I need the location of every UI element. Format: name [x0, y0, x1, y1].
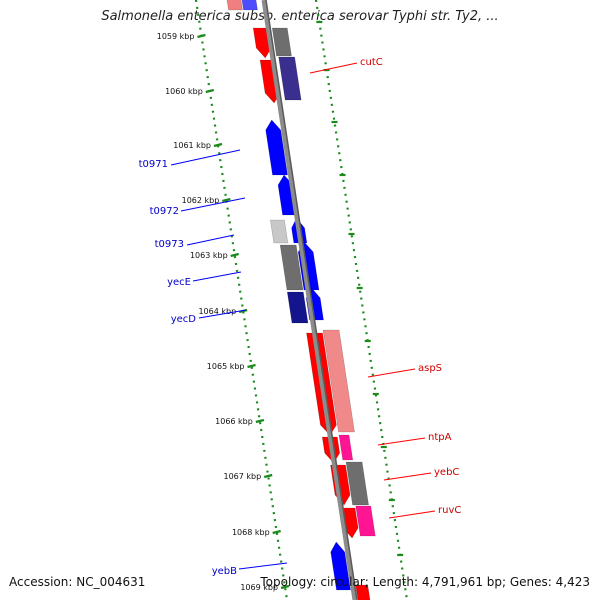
gene-t0971	[265, 119, 288, 176]
ruler-tick-label: 1061 kbp	[173, 141, 211, 150]
ruler-tick-mark	[205, 88, 215, 94]
ruler-tick-mark	[247, 363, 256, 369]
ruler-tick-label: 1063 kbp	[190, 251, 228, 260]
gene-label-yece: yecE	[167, 277, 191, 288]
gene-label-yebb: yebB	[212, 566, 237, 577]
ruler-tick-mark	[255, 418, 265, 424]
gene-label-connector	[198, 309, 247, 319]
gene-label-connector	[367, 368, 416, 378]
gene-label-connector	[309, 62, 358, 74]
ruler-tick-mark	[263, 473, 273, 479]
feature-ruvc-pink	[355, 505, 376, 537]
gene-label-connector	[186, 234, 235, 246]
ruler-tick-mark	[272, 529, 281, 535]
map-title: Salmonella enterica subsp. enterica sero…	[101, 9, 499, 24]
feature-yebc-grey	[345, 461, 369, 506]
gene-label-connector	[180, 197, 246, 212]
gene-label-cutc: cutC	[360, 57, 383, 68]
gene-label-yecd: yecD	[171, 314, 197, 325]
gene-label-connector	[377, 437, 426, 446]
grey-feature-upstream	[271, 27, 292, 57]
genome-backbone	[261, 0, 358, 600]
ruler-tick-label: 1069 kbp	[240, 583, 278, 592]
gene-partial-top-forward	[241, 0, 258, 11]
ruler-tick-label: 1068 kbp	[232, 528, 270, 537]
gene-label-ntpa: ntpA	[428, 432, 452, 443]
ruler-tick-label: 1060 kbp	[165, 87, 203, 96]
feature-ntpa-pink	[338, 434, 354, 461]
ruler-tick-mark	[230, 252, 239, 258]
gene-partial-bottom	[355, 584, 371, 600]
ruler-tick-mark	[213, 142, 223, 148]
gene-label-ruvc: ruvC	[438, 505, 461, 516]
gene-label-t0971: t0971	[139, 159, 168, 170]
ruler-tick-mark	[222, 197, 231, 203]
gene-label-connector	[383, 472, 432, 481]
gene-label-connector	[388, 510, 436, 519]
left-track-boundary	[194, 0, 289, 600]
feature-yecd-dark	[286, 291, 309, 324]
gene-label-connector	[192, 271, 242, 282]
ruler-tick-label: 1062 kbp	[182, 196, 220, 205]
ruler-tick-mark	[280, 584, 290, 590]
gene-partial-top-reverse	[226, 0, 243, 11]
ruler-tick-label: 1059 kbp	[157, 32, 195, 41]
gene-label-yebc: yebC	[434, 467, 459, 478]
ruler-tick-label: 1065 kbp	[207, 362, 245, 371]
feature-asps-light	[322, 329, 355, 433]
genome-backbone-shadow	[265, 0, 358, 600]
topology-text: Topology: circular; Length: 4,791,961 bp…	[260, 575, 590, 589]
gene-label-t0973: t0973	[155, 239, 184, 250]
accession-text: Accession: NC_004631	[9, 575, 146, 589]
gene-label-connector	[170, 149, 241, 166]
gene-label-asps: aspS	[418, 363, 442, 374]
feature-cutc-overlay	[278, 56, 302, 101]
gene-label-connector	[238, 562, 288, 570]
ruler-tick-label: 1066 kbp	[215, 417, 253, 426]
gene-yebb	[330, 541, 351, 591]
gene-label-t0972: t0972	[150, 206, 179, 217]
grey-feature-t0973	[270, 219, 289, 244]
ruler-tick-mark	[197, 33, 206, 39]
ruler-tick-label: 1064 kbp	[198, 307, 236, 316]
ruler-tick-label: 1067 kbp	[223, 472, 261, 481]
grey-feature-yece	[279, 244, 304, 291]
